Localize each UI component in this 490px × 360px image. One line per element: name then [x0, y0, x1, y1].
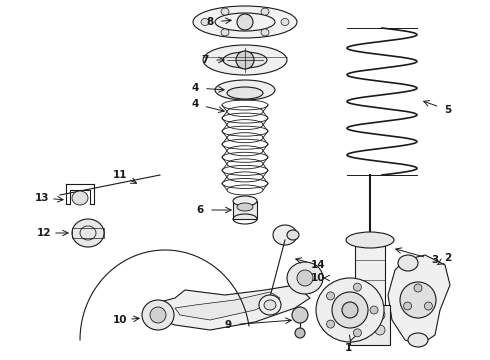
Ellipse shape — [332, 292, 368, 328]
Text: 6: 6 — [196, 205, 204, 215]
Ellipse shape — [221, 29, 229, 36]
Ellipse shape — [264, 300, 276, 310]
Ellipse shape — [353, 283, 362, 291]
Ellipse shape — [261, 8, 269, 15]
Ellipse shape — [237, 203, 253, 211]
Ellipse shape — [237, 14, 253, 30]
Text: 10: 10 — [113, 315, 127, 325]
Ellipse shape — [375, 310, 385, 320]
Ellipse shape — [353, 329, 362, 337]
Bar — [350, 305, 390, 345]
Text: 10: 10 — [311, 273, 325, 283]
Ellipse shape — [215, 80, 275, 100]
Ellipse shape — [326, 292, 335, 300]
Ellipse shape — [273, 225, 297, 245]
Ellipse shape — [261, 29, 269, 36]
Ellipse shape — [281, 18, 289, 26]
Ellipse shape — [227, 87, 263, 99]
Ellipse shape — [424, 302, 432, 310]
Ellipse shape — [408, 333, 428, 347]
Ellipse shape — [287, 262, 323, 294]
Ellipse shape — [316, 278, 384, 342]
Ellipse shape — [414, 284, 422, 292]
Ellipse shape — [72, 219, 104, 247]
Ellipse shape — [287, 230, 299, 240]
Ellipse shape — [142, 300, 174, 330]
Ellipse shape — [375, 325, 385, 335]
Text: 8: 8 — [206, 17, 214, 27]
Text: 12: 12 — [37, 228, 51, 238]
Text: 5: 5 — [444, 105, 452, 115]
Ellipse shape — [233, 196, 257, 206]
Ellipse shape — [326, 320, 335, 328]
Polygon shape — [155, 285, 310, 330]
Text: 9: 9 — [224, 320, 232, 330]
Polygon shape — [388, 255, 450, 345]
Ellipse shape — [370, 306, 378, 314]
Text: 3: 3 — [431, 255, 439, 265]
Ellipse shape — [342, 302, 358, 318]
Text: 11: 11 — [113, 170, 127, 180]
Bar — [233, 201, 257, 219]
Text: 4: 4 — [191, 99, 198, 109]
Text: 7: 7 — [201, 55, 209, 65]
Bar — [355, 240, 385, 305]
Ellipse shape — [398, 255, 418, 271]
Ellipse shape — [355, 325, 365, 335]
Ellipse shape — [72, 191, 88, 205]
Text: 14: 14 — [311, 260, 325, 270]
Polygon shape — [175, 292, 280, 320]
Ellipse shape — [295, 328, 305, 338]
Ellipse shape — [355, 310, 365, 320]
Text: 4: 4 — [191, 83, 198, 93]
Bar — [72, 228, 104, 238]
Text: 2: 2 — [444, 253, 452, 263]
Ellipse shape — [236, 51, 254, 69]
Text: 1: 1 — [344, 343, 352, 353]
Ellipse shape — [346, 232, 394, 248]
Text: 13: 13 — [35, 193, 49, 203]
Ellipse shape — [297, 270, 313, 286]
Ellipse shape — [193, 6, 297, 38]
Ellipse shape — [221, 8, 229, 15]
Ellipse shape — [150, 307, 166, 323]
Ellipse shape — [404, 302, 412, 310]
Ellipse shape — [259, 295, 281, 315]
Ellipse shape — [292, 307, 308, 323]
Ellipse shape — [400, 282, 436, 318]
Ellipse shape — [223, 52, 267, 68]
Ellipse shape — [201, 18, 209, 26]
Ellipse shape — [203, 45, 287, 75]
